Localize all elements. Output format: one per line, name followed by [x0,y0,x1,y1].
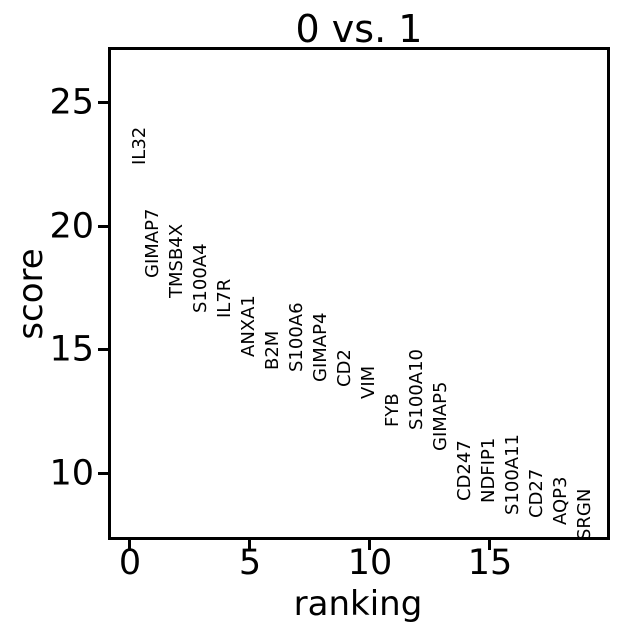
gene-label: IL7R [214,278,235,318]
plot-title: 0 vs. 1 [295,7,423,51]
gene-label: GIMAP5 [430,381,451,452]
x-tick-label: 0 [118,543,142,583]
gene-label: TMSB4X [166,224,187,299]
y-tick-label: 20 [49,206,94,246]
y-axis-label: score [11,248,51,340]
x-tick-mark [248,540,251,550]
gene-label: ANXA1 [238,295,259,358]
y-tick-mark [98,101,108,104]
x-tick-mark [488,540,491,550]
gene-label: B2M [262,330,283,370]
gene-label: S100A4 [190,243,211,313]
y-tick-mark [98,224,108,228]
gene-label: CD27 [526,468,547,518]
y-tick-label: 15 [49,329,94,370]
gene-label: S100A11 [502,434,523,516]
gene-label: GIMAP7 [142,208,163,279]
gene-label: VIM [358,366,379,400]
gene-label: GIMAP4 [310,312,331,383]
gene-label: NDFIP1 [478,437,499,504]
gene-label: IL32 [129,126,150,165]
x-axis-label: ranking [293,584,423,624]
x-tick-label: 10 [347,543,393,583]
x-tick-mark [128,540,131,550]
y-tick-label: 25 [49,82,94,123]
gene-label: S100A10 [406,349,427,431]
plot-area [108,47,610,540]
y-tick-mark [98,471,108,475]
y-tick-mark [98,348,108,351]
gene-label: CD247 [454,439,475,501]
x-tick-label: 5 [238,543,262,583]
gene-label: SRGN [574,488,595,541]
y-tick-label: 10 [49,453,94,493]
x-tick-label: 15 [467,543,513,583]
gene-label: S100A6 [286,302,307,373]
gene-label: AQP3 [550,476,571,526]
gene-label: CD2 [334,349,355,388]
x-tick-mark [368,540,371,550]
gene-label: FYB [382,392,403,427]
